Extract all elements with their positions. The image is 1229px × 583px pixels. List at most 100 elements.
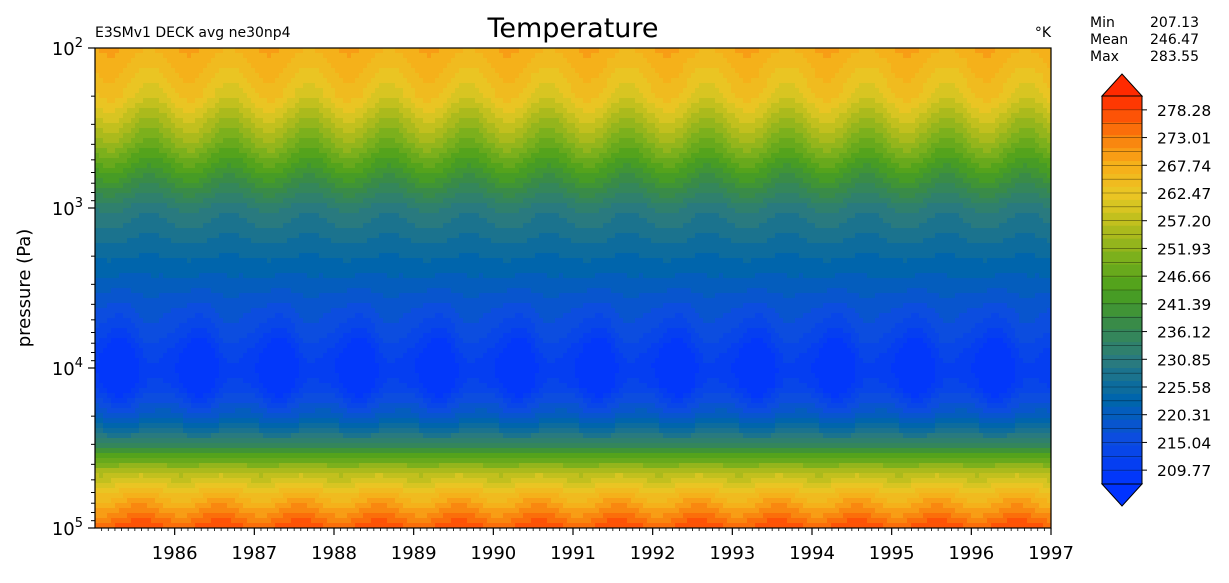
- heatmap-cell: [415, 93, 420, 99]
- heatmap-cell: [991, 78, 996, 84]
- heatmap-cell: [623, 118, 628, 124]
- heatmap-cell: [107, 148, 112, 154]
- heatmap-cell: [127, 118, 132, 124]
- heatmap-cell: [235, 98, 240, 104]
- heatmap-cell: [595, 48, 600, 54]
- heatmap-cell: [819, 148, 824, 154]
- heatmap-cell: [235, 68, 240, 74]
- heatmap-cell: [443, 118, 448, 124]
- heatmap-cell: [271, 83, 276, 89]
- heatmap-cell: [227, 88, 232, 94]
- heatmap-cell: [391, 63, 396, 69]
- heatmap-cell: [395, 128, 400, 134]
- heatmap-cell: [843, 108, 848, 114]
- heatmap-cell: [367, 68, 372, 74]
- heatmap-cell: [99, 133, 104, 139]
- heatmap-cell: [339, 73, 344, 79]
- heatmap-cell: [699, 103, 704, 109]
- heatmap-cell: [211, 118, 216, 124]
- heatmap-cell: [991, 63, 996, 69]
- heatmap-cell: [963, 133, 968, 139]
- heatmap-cell: [403, 53, 408, 59]
- heatmap-cell: [151, 63, 156, 69]
- heatmap-cell: [959, 68, 964, 74]
- heatmap-cell: [567, 143, 572, 149]
- heatmap-cell: [679, 83, 684, 89]
- heatmap-cell: [435, 118, 440, 124]
- heatmap-cell: [255, 88, 260, 94]
- heatmap-cell: [447, 103, 452, 109]
- heatmap-cell: [707, 113, 712, 119]
- heatmap-cell: [779, 63, 784, 69]
- heatmap-cell: [771, 58, 776, 64]
- heatmap-cell: [227, 73, 232, 79]
- heatmap-cell: [711, 148, 716, 154]
- heatmap-cell: [411, 58, 416, 64]
- heatmap-cell: [683, 108, 688, 114]
- heatmap-cell: [455, 53, 460, 59]
- heatmap-cell: [967, 68, 972, 74]
- heatmap-cell: [699, 78, 704, 84]
- heatmap-cell: [263, 128, 268, 134]
- heatmap-cell: [359, 148, 364, 154]
- heatmap-cell: [323, 58, 328, 64]
- heatmap-cell: [399, 68, 404, 74]
- heatmap-cell: [655, 58, 660, 64]
- heatmap-cell: [307, 73, 312, 79]
- heatmap-cell: [567, 63, 572, 69]
- heatmap-cell: [743, 53, 748, 59]
- heatmap-cell: [691, 143, 696, 149]
- heatmap-cell: [755, 78, 760, 84]
- heatmap-cell: [355, 73, 360, 79]
- heatmap-cell: [1019, 88, 1024, 94]
- heatmap-cell: [191, 48, 196, 54]
- heatmap-cell: [655, 123, 660, 129]
- heatmap-cell: [187, 73, 192, 79]
- heatmap-cell: [1011, 83, 1016, 89]
- heatmap-cell: [639, 98, 644, 104]
- heatmap-cell: [767, 98, 772, 104]
- heatmap-cell: [811, 88, 816, 94]
- heatmap-cell: [743, 93, 748, 99]
- heatmap-cell: [419, 148, 424, 154]
- heatmap-cell: [439, 133, 444, 139]
- heatmap-cell: [1035, 128, 1040, 134]
- heatmap-cell: [515, 138, 520, 144]
- heatmap-cell: [95, 93, 100, 99]
- heatmap-cell: [967, 138, 972, 144]
- heatmap-cell: [815, 133, 820, 139]
- heatmap-cell: [627, 138, 632, 144]
- heatmap-cell: [275, 103, 280, 109]
- heatmap-cell: [211, 58, 216, 64]
- heatmap-cell: [507, 128, 512, 134]
- heatmap-cell: [823, 88, 828, 94]
- heatmap-cell: [659, 133, 664, 139]
- heatmap-cell: [1015, 108, 1020, 114]
- heatmap-cell: [507, 98, 512, 104]
- heatmap-cell: [131, 128, 136, 134]
- heatmap-cell: [555, 143, 560, 149]
- heatmap-cell: [187, 98, 192, 104]
- heatmap-cell: [455, 68, 460, 74]
- heatmap-cell: [143, 53, 148, 59]
- heatmap-cell: [643, 148, 648, 154]
- heatmap-cell: [903, 63, 908, 69]
- heatmap-cell: [907, 108, 912, 114]
- heatmap-cell: [931, 138, 936, 144]
- heatmap-cell: [299, 78, 304, 84]
- heatmap-cell: [363, 83, 368, 89]
- heatmap-cell: [943, 63, 948, 69]
- heatmap-cell: [527, 138, 532, 144]
- heatmap-cell: [515, 83, 520, 89]
- heatmap-cell: [703, 148, 708, 154]
- heatmap-cell: [287, 138, 292, 144]
- heatmap-cell: [591, 103, 596, 109]
- heatmap-cell: [751, 138, 756, 144]
- heatmap-cell: [975, 93, 980, 99]
- heatmap-cell: [655, 93, 660, 99]
- heatmap-cell: [183, 53, 188, 59]
- heatmap-cell: [1047, 53, 1051, 59]
- heatmap-cell: [979, 138, 984, 144]
- heatmap-cell: [635, 113, 640, 119]
- heatmap-cell: [603, 93, 608, 99]
